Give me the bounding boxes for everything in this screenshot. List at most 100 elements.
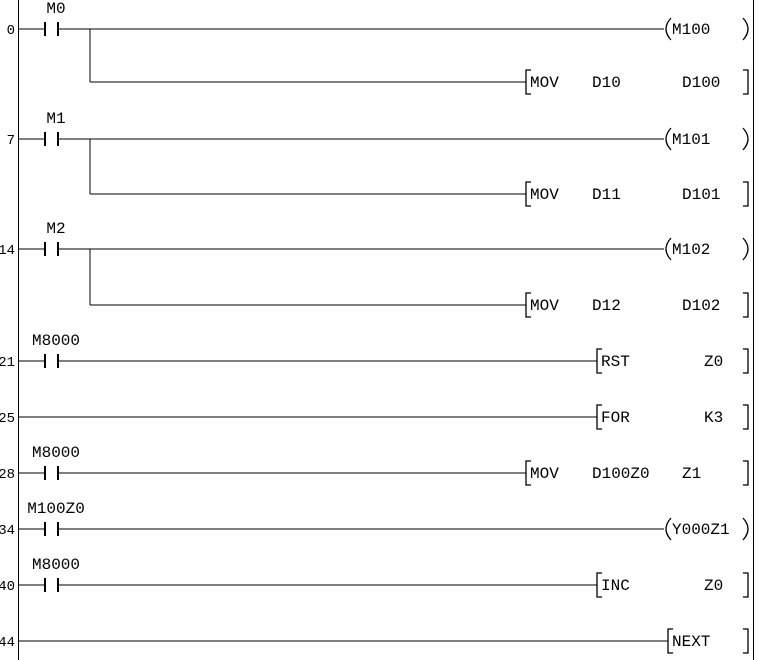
coil-output[interactable]: M101 bbox=[665, 127, 749, 151]
coil-operand: M101 bbox=[672, 131, 710, 149]
coil-paren-right-icon bbox=[742, 17, 749, 41]
contact-bar-icon bbox=[57, 132, 59, 146]
coil-paren-right-icon bbox=[742, 517, 749, 541]
instruction-mov[interactable]: MOV D100Z0 Z1 bbox=[525, 460, 749, 486]
rung-14: 14 M2 M102 MOV D12 D102 bbox=[0, 220, 749, 318]
bracket-left-icon bbox=[525, 292, 531, 318]
contact-bar-icon bbox=[44, 466, 46, 480]
instruction-mnemonic: MOV bbox=[530, 465, 559, 483]
contact-bar-icon bbox=[57, 354, 59, 368]
instruction-for[interactable]: FOR K3 bbox=[596, 404, 749, 430]
rung-21: 21 M8000 RST Z0 bbox=[0, 332, 749, 374]
instruction-rst[interactable]: RST Z0 bbox=[596, 348, 749, 374]
instruction-inc[interactable]: INC Z0 bbox=[596, 572, 749, 598]
rung-0: 0 M0 M100 MOV D10 D100 bbox=[7, 0, 749, 95]
bracket-left-icon bbox=[525, 69, 531, 95]
contact-label: M8000 bbox=[32, 444, 80, 462]
contact-bar-icon bbox=[57, 578, 59, 592]
instruction-operand: Z0 bbox=[704, 577, 723, 595]
instruction-mnemonic: MOV bbox=[530, 297, 559, 315]
instruction-mnemonic: FOR bbox=[601, 409, 630, 427]
instruction-mov[interactable]: MOV D10 D100 bbox=[525, 69, 749, 95]
contact-label: M1 bbox=[46, 110, 65, 128]
rung-40: 40 M8000 INC Z0 bbox=[0, 556, 749, 598]
contact-no[interactable]: M0 bbox=[44, 0, 66, 36]
contact-label: M0 bbox=[46, 0, 65, 18]
instruction-dest: D100 bbox=[682, 74, 720, 92]
coil-operand: M100 bbox=[672, 21, 710, 39]
contact-label: M8000 bbox=[32, 332, 80, 350]
instruction-dest: D102 bbox=[682, 297, 720, 315]
step-number: 28 bbox=[0, 467, 15, 483]
contact-label: M100Z0 bbox=[27, 500, 85, 518]
rung-7: 7 M1 M101 MOV D11 D101 bbox=[7, 110, 749, 207]
contact-bar-icon bbox=[57, 22, 59, 36]
rung-44: 44 NEXT bbox=[0, 628, 749, 654]
step-number: 7 bbox=[7, 133, 15, 149]
bracket-right-icon bbox=[743, 572, 749, 598]
instruction-mov[interactable]: MOV D12 D102 bbox=[525, 292, 749, 318]
instruction-operand: Z0 bbox=[704, 353, 723, 371]
step-number: 0 bbox=[7, 23, 15, 39]
bracket-right-icon bbox=[743, 348, 749, 374]
bracket-right-icon bbox=[743, 460, 749, 486]
coil-paren-left-icon bbox=[665, 237, 672, 261]
bracket-left-icon bbox=[596, 404, 602, 430]
contact-bar-icon bbox=[44, 132, 46, 146]
bracket-right-icon bbox=[743, 69, 749, 95]
bracket-left-icon bbox=[596, 348, 602, 374]
contact-bar-icon bbox=[44, 242, 46, 256]
instruction-mov[interactable]: MOV D11 D101 bbox=[525, 181, 749, 207]
bracket-left-icon bbox=[525, 181, 531, 207]
instruction-source: D10 bbox=[592, 74, 621, 92]
contact-no[interactable]: M100Z0 bbox=[27, 500, 85, 536]
instruction-source: D12 bbox=[592, 297, 621, 315]
contact-label: M8000 bbox=[32, 556, 80, 574]
coil-paren-left-icon bbox=[665, 127, 672, 151]
rung-28: 28 M8000 MOV D100Z0 Z1 bbox=[0, 444, 749, 486]
bracket-left-icon bbox=[525, 460, 531, 486]
coil-paren-left-icon bbox=[665, 517, 672, 541]
instruction-next[interactable]: NEXT bbox=[667, 628, 749, 654]
instruction-operand: K3 bbox=[704, 409, 723, 427]
coil-output[interactable]: M100 bbox=[665, 17, 749, 41]
instruction-mnemonic: RST bbox=[601, 353, 630, 371]
coil-operand: M102 bbox=[672, 241, 710, 259]
rung-34: 34 M100Z0 Y000Z1 bbox=[0, 500, 749, 541]
bracket-right-icon bbox=[743, 404, 749, 430]
contact-bar-icon bbox=[44, 22, 46, 36]
bracket-right-icon bbox=[743, 292, 749, 318]
contact-label: M2 bbox=[46, 220, 65, 238]
contact-bar-icon bbox=[44, 522, 46, 536]
coil-operand: Y000Z1 bbox=[672, 521, 730, 539]
instruction-mnemonic: INC bbox=[601, 577, 630, 595]
instruction-mnemonic: MOV bbox=[530, 74, 559, 92]
contact-bar-icon bbox=[57, 522, 59, 536]
step-number: 44 bbox=[0, 635, 15, 651]
bracket-right-icon bbox=[743, 181, 749, 207]
contact-no[interactable]: M8000 bbox=[32, 444, 80, 480]
contact-bar-icon bbox=[44, 354, 46, 368]
step-number: 40 bbox=[0, 579, 15, 595]
step-number: 21 bbox=[0, 355, 15, 371]
instruction-source: D11 bbox=[592, 186, 621, 204]
coil-paren-right-icon bbox=[742, 237, 749, 261]
coil-output[interactable]: M102 bbox=[665, 237, 749, 261]
step-number: 34 bbox=[0, 523, 15, 539]
bracket-left-icon bbox=[667, 628, 673, 654]
instruction-dest: D101 bbox=[682, 186, 720, 204]
bracket-left-icon bbox=[596, 572, 602, 598]
contact-bar-icon bbox=[57, 242, 59, 256]
coil-paren-left-icon bbox=[665, 17, 672, 41]
contact-no[interactable]: M8000 bbox=[32, 556, 80, 592]
rung-25: 25 FOR K3 bbox=[0, 404, 749, 430]
contact-bar-icon bbox=[57, 466, 59, 480]
coil-paren-right-icon bbox=[742, 127, 749, 151]
step-number: 14 bbox=[0, 243, 15, 259]
contact-no[interactable]: M2 bbox=[44, 220, 66, 256]
instruction-dest: Z1 bbox=[682, 465, 701, 483]
contact-no[interactable]: M1 bbox=[44, 110, 66, 146]
bracket-right-icon bbox=[743, 628, 749, 654]
contact-no[interactable]: M8000 bbox=[32, 332, 80, 368]
coil-output[interactable]: Y000Z1 bbox=[665, 517, 749, 541]
